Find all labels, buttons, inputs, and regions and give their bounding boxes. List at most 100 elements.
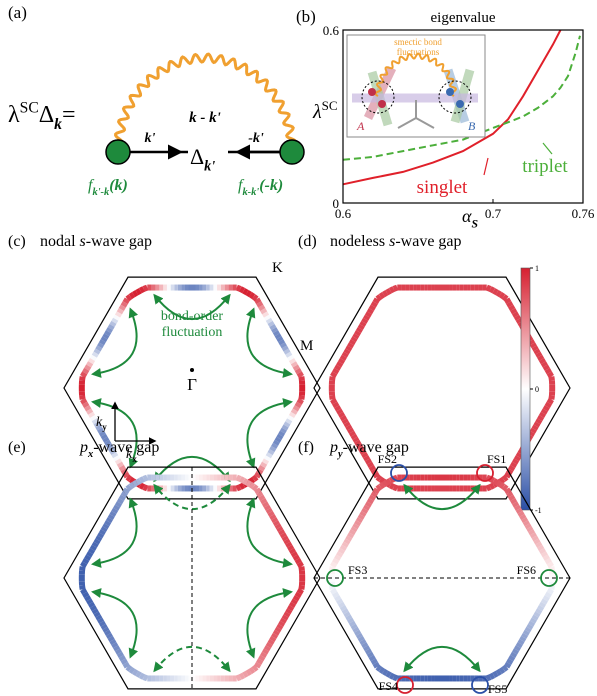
text-part: FS5 xyxy=(488,682,507,696)
gap-segment xyxy=(375,474,383,482)
gap-segment xyxy=(363,504,371,511)
gap-segment xyxy=(508,304,516,312)
gap-segment xyxy=(538,357,547,365)
gap-segment xyxy=(272,330,280,337)
gap-segment xyxy=(354,439,362,446)
gap-segment xyxy=(329,376,336,381)
gap-segment xyxy=(87,357,96,365)
text-part: FS3 xyxy=(348,563,367,577)
gap-segment xyxy=(508,654,516,662)
gap-segment xyxy=(535,541,543,548)
brillouin-zone xyxy=(63,466,321,690)
inset-spin xyxy=(446,88,454,96)
gap-segment xyxy=(258,304,266,312)
gap-segment xyxy=(93,538,101,545)
gap-segment xyxy=(492,478,499,486)
gap-segment xyxy=(513,645,521,652)
gap-segment xyxy=(363,455,371,462)
text-part: f xyxy=(88,177,95,194)
gap-segment xyxy=(86,598,94,605)
gap-segment xyxy=(107,514,115,521)
gap-segment xyxy=(528,430,536,437)
gap-segment xyxy=(269,514,277,521)
gap-segment xyxy=(118,464,126,472)
gap-segment xyxy=(276,336,284,343)
brillouin-zone xyxy=(313,276,571,500)
gap-segment xyxy=(522,520,530,527)
gap-segment xyxy=(102,626,110,633)
gap-segment xyxy=(86,361,94,368)
gap-segment xyxy=(546,587,554,595)
wavy-line xyxy=(374,52,457,97)
gap-segment xyxy=(513,455,521,462)
gap-segment xyxy=(488,286,496,294)
label: smectic bond xyxy=(394,37,442,47)
gap-segment xyxy=(288,411,297,419)
gap-segment xyxy=(336,551,344,558)
gap-segment xyxy=(341,418,349,425)
label: k' xyxy=(145,131,156,146)
gap-segment xyxy=(128,482,136,490)
text-part: B xyxy=(468,119,476,133)
annotation-arrow xyxy=(542,142,553,155)
gap-segment xyxy=(345,345,353,352)
gap-segment xyxy=(82,367,90,375)
gap-segment xyxy=(540,408,548,415)
gap-segment xyxy=(114,648,123,655)
gap-segment xyxy=(352,436,360,443)
gap-segment xyxy=(288,357,297,365)
gap-segment xyxy=(501,294,509,302)
text-part: nodal xyxy=(40,233,80,250)
gap-segment xyxy=(89,415,97,422)
gap-segment xyxy=(82,557,90,565)
gap-segment xyxy=(95,345,103,352)
gap-segment xyxy=(343,538,351,545)
gap-segment xyxy=(343,348,351,355)
text-part: (e) xyxy=(8,439,26,456)
gap-segment xyxy=(238,482,246,490)
gap-segment xyxy=(392,484,399,492)
y-tick-label: 0 xyxy=(333,196,340,211)
inset-spin xyxy=(368,88,376,96)
gap-segment xyxy=(242,478,249,486)
gap-segment xyxy=(361,452,369,459)
gap-segment xyxy=(348,529,356,536)
text-part: 0.76 xyxy=(572,206,595,221)
gap-segment xyxy=(533,538,541,545)
gap-segment xyxy=(364,648,373,655)
gap-segment xyxy=(113,504,121,511)
gap-segment xyxy=(105,517,113,524)
gap-segment xyxy=(359,638,367,646)
gap-segment xyxy=(260,498,268,505)
gap-segment xyxy=(287,354,295,361)
gap-segment xyxy=(271,632,279,639)
gap-segment xyxy=(352,626,360,633)
gap-segment xyxy=(122,297,130,305)
fs-marker xyxy=(476,464,494,482)
gap-segment xyxy=(279,427,287,434)
text-part: K xyxy=(272,260,283,276)
gap-segment xyxy=(515,507,523,514)
gap-segment xyxy=(116,308,124,315)
text-part: 0.7 xyxy=(485,206,502,221)
gap-segment xyxy=(265,452,273,459)
gap-segment xyxy=(91,608,99,615)
gap-segment xyxy=(355,327,363,334)
gap-segment xyxy=(354,520,362,527)
gap-segment xyxy=(332,401,340,409)
gap-segment xyxy=(341,351,349,358)
gap-segment xyxy=(501,664,509,672)
gap-segment xyxy=(546,371,554,379)
gap-segment xyxy=(235,284,242,292)
gap-segment xyxy=(98,620,106,627)
gap-segment xyxy=(271,327,279,334)
y-tick-label: 0.6 xyxy=(323,23,340,38)
gap-segment xyxy=(357,514,365,521)
gap-segment xyxy=(269,324,277,331)
label: A xyxy=(356,119,365,133)
gap-segment xyxy=(488,482,496,490)
gap-segment xyxy=(261,311,270,318)
gap-segment xyxy=(80,397,88,405)
gap-segment xyxy=(256,301,264,308)
